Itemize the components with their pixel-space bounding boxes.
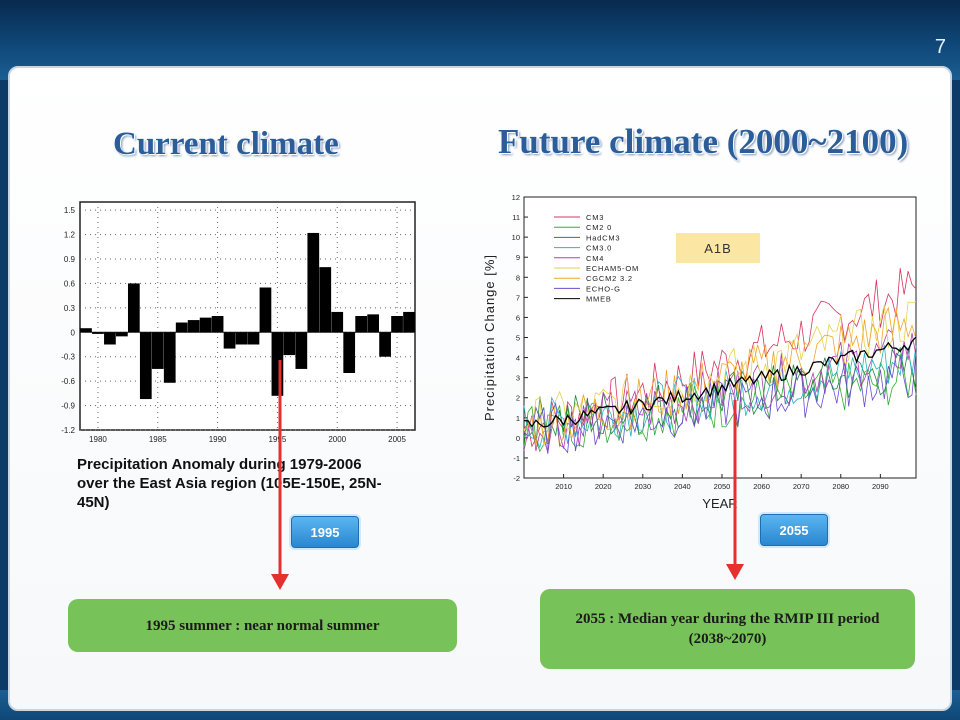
x-tick-label: 1990 xyxy=(209,435,227,444)
bar xyxy=(367,314,379,333)
legend-label: CGCM2 3.2 xyxy=(586,274,633,283)
chart-title: A1B xyxy=(704,241,732,256)
legend-label: CM3 xyxy=(586,213,604,222)
chart-caption: Precipitation Anomaly during 1979-2006 o… xyxy=(77,456,382,511)
y-tick-label: 8 xyxy=(516,273,520,282)
y-tick-label: 11 xyxy=(512,213,520,222)
x-tick-label: 2020 xyxy=(595,482,612,491)
y-tick-label: -0.3 xyxy=(61,353,75,362)
y-tick-label: 12 xyxy=(512,193,520,202)
y-tick-label: 9 xyxy=(516,253,520,262)
legend-label: ECHO-G xyxy=(586,284,621,293)
x-tick-label: 2030 xyxy=(634,482,651,491)
legend-label: CM2 0 xyxy=(586,223,612,232)
legend-label: CM3.0 xyxy=(586,244,612,253)
year-badge-2055: 2055 xyxy=(760,514,828,546)
slide-number: 7 xyxy=(934,36,946,58)
bar xyxy=(355,316,368,333)
bar xyxy=(92,332,104,334)
y-tick-label: 0 xyxy=(71,328,76,337)
legend-label: CM4 xyxy=(586,254,604,263)
bar xyxy=(223,332,236,349)
y-axis-label: Precipitation Change [%] xyxy=(482,254,497,421)
y-tick-label: 6 xyxy=(516,313,520,322)
arrow-2055 xyxy=(726,400,744,580)
legend-label: HadCM3 xyxy=(586,233,620,242)
bar xyxy=(403,311,415,333)
bar xyxy=(283,332,296,356)
x-tick-label: 2040 xyxy=(674,482,691,491)
series-line xyxy=(523,336,917,428)
arrow-1995 xyxy=(271,360,289,590)
y-tick-label: 0.9 xyxy=(64,255,76,264)
y-tick-label: 4 xyxy=(516,354,520,363)
y-tick-label: 0.3 xyxy=(64,304,76,313)
x-tick-label: 2070 xyxy=(793,482,810,491)
bar xyxy=(116,332,128,337)
legend-label: MMEB xyxy=(586,295,612,304)
bar xyxy=(187,320,200,333)
y-tick-label: 10 xyxy=(512,233,520,242)
y-tick-label: -0.6 xyxy=(61,377,75,386)
bar xyxy=(319,267,332,333)
x-tick-label: 2000 xyxy=(328,435,346,444)
y-tick-label: 3 xyxy=(516,374,520,383)
y-tick-label: 7 xyxy=(516,293,520,302)
y-tick-label: 1 xyxy=(516,414,520,423)
title-box xyxy=(676,233,760,263)
y-tick-label: 0.6 xyxy=(64,279,76,288)
y-tick-label: -2 xyxy=(513,474,520,483)
bar xyxy=(151,332,164,369)
note-1995-summer: 1995 summer : near normal summer xyxy=(68,599,457,652)
x-tick-label: 1980 xyxy=(89,435,107,444)
y-tick-label: -1 xyxy=(513,454,520,463)
x-tick-label: 2005 xyxy=(388,435,406,444)
bar xyxy=(80,328,92,333)
series-line xyxy=(523,351,917,454)
note-2055-median-year: 2055 : Median year during the RMIP III p… xyxy=(540,589,915,669)
bar xyxy=(104,332,116,345)
y-tick-label: 1.2 xyxy=(64,231,76,240)
bar xyxy=(199,317,212,333)
legend-label: ECHAM5-OM xyxy=(586,264,639,273)
bar xyxy=(379,332,391,357)
bar xyxy=(163,332,176,383)
y-tick-label: 1.5 xyxy=(64,206,76,215)
x-tick-label: 2090 xyxy=(872,482,889,491)
bar xyxy=(343,332,356,373)
x-tick-label: 2010 xyxy=(555,482,572,491)
bar xyxy=(247,332,260,345)
x-axis-label: YEAR xyxy=(702,496,737,511)
year-badge-1995: 1995 xyxy=(291,516,359,548)
bar xyxy=(259,287,272,333)
y-tick-label: -0.9 xyxy=(61,402,75,411)
bar xyxy=(271,332,284,396)
x-tick-label: 2080 xyxy=(832,482,849,491)
bar xyxy=(391,316,403,333)
bar xyxy=(307,232,320,333)
x-tick-label: 2060 xyxy=(753,482,770,491)
bar xyxy=(235,332,248,345)
bar xyxy=(331,311,344,333)
bar xyxy=(127,283,140,333)
x-tick-label: 1995 xyxy=(269,435,287,444)
y-tick-label: 0 xyxy=(516,434,520,443)
y-tick-label: 5 xyxy=(516,334,520,343)
x-tick-label: 1985 xyxy=(149,435,167,444)
x-tick-label: 2050 xyxy=(714,482,731,491)
bar xyxy=(211,316,224,333)
heading-future-climate: Future climate (2000~2100) xyxy=(498,122,909,161)
heading-current-climate: Current climate xyxy=(113,126,339,162)
y-tick-label: 2 xyxy=(516,394,520,403)
bar xyxy=(139,332,152,400)
bar xyxy=(295,332,308,369)
y-tick-label: -1.2 xyxy=(61,426,75,435)
precipitation-anomaly-bar-chart: 1.5 1.2 0.9 0.6 0.3 0 -0.3 -0.6 -0.9 -1.2 1980 1985… xyxy=(61,201,416,444)
series-line xyxy=(523,344,917,449)
bar xyxy=(175,322,188,333)
